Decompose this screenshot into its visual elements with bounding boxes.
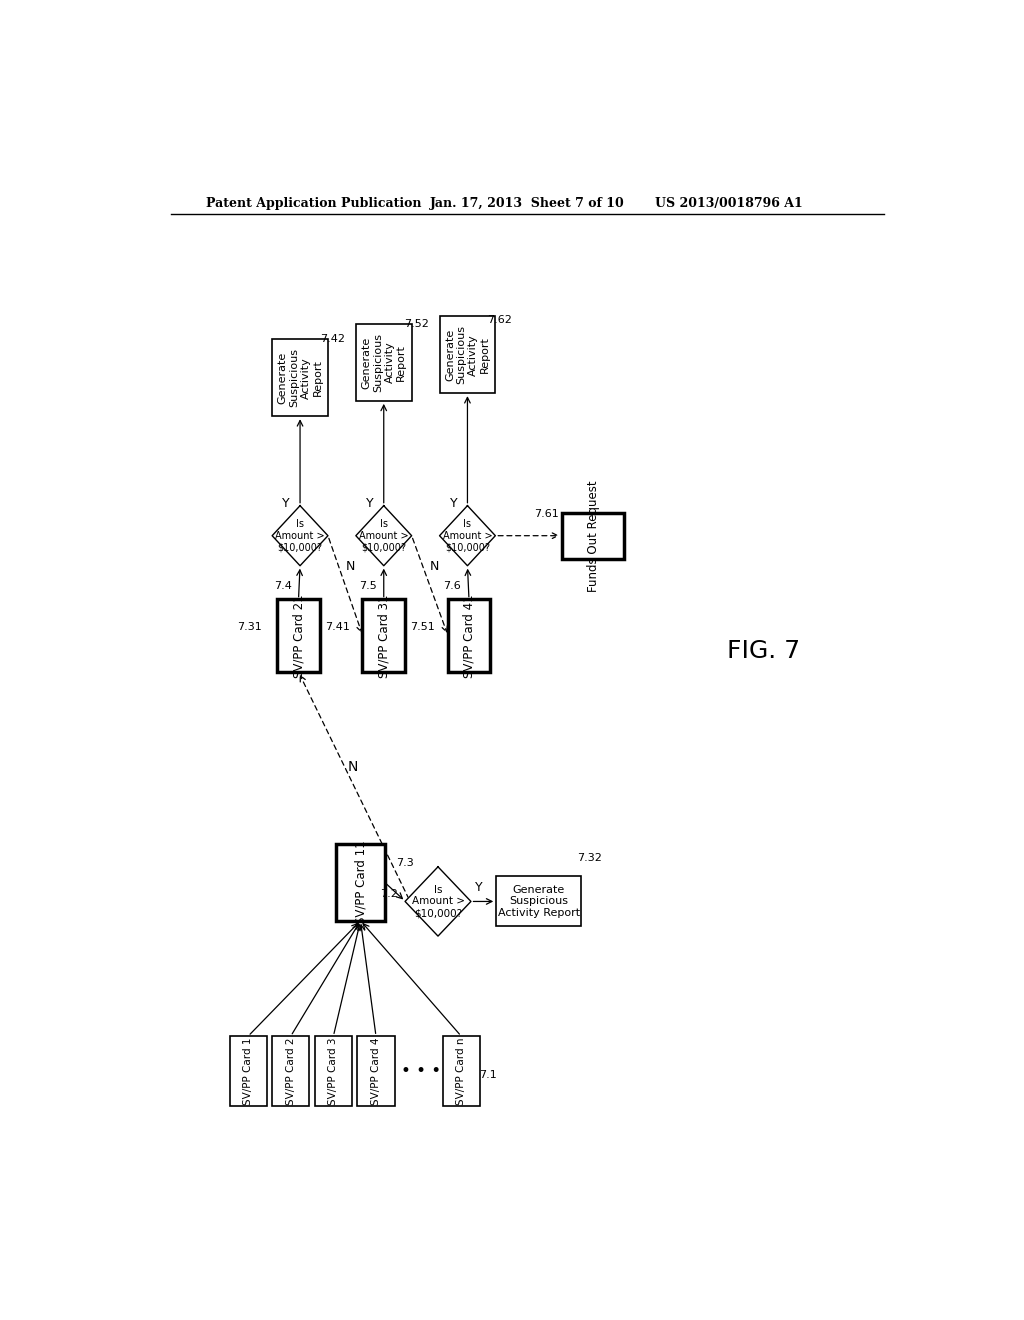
Text: Generate
Suspicious
Activity
Report: Generate Suspicious Activity Report bbox=[278, 348, 323, 408]
FancyBboxPatch shape bbox=[562, 512, 624, 558]
Text: Funds Out Request: Funds Out Request bbox=[587, 480, 599, 591]
Text: SV/PP Card 11: SV/PP Card 11 bbox=[354, 841, 367, 924]
Text: • • •: • • • bbox=[400, 1061, 441, 1080]
FancyBboxPatch shape bbox=[229, 1036, 266, 1106]
Text: Generate
Suspicious
Activity
Report: Generate Suspicious Activity Report bbox=[361, 333, 407, 392]
Text: Is
Amount >
$10,000?: Is Amount > $10,000? bbox=[359, 519, 409, 552]
Text: SV/PP Card 3: SV/PP Card 3 bbox=[329, 1038, 338, 1105]
FancyBboxPatch shape bbox=[362, 599, 406, 672]
Polygon shape bbox=[272, 506, 328, 566]
Text: 7.62: 7.62 bbox=[487, 315, 512, 325]
Text: SV/PP Card 41: SV/PP Card 41 bbox=[463, 594, 475, 677]
Text: Generate
Suspicious
Activity
Report: Generate Suspicious Activity Report bbox=[445, 325, 489, 384]
Text: Y: Y bbox=[283, 496, 290, 510]
FancyBboxPatch shape bbox=[356, 323, 412, 401]
FancyBboxPatch shape bbox=[496, 876, 582, 927]
Text: SV/PP Card n: SV/PP Card n bbox=[457, 1038, 466, 1105]
Text: FIG. 7: FIG. 7 bbox=[727, 639, 800, 663]
Text: 7.42: 7.42 bbox=[321, 334, 345, 345]
Text: SV/PP Card 2: SV/PP Card 2 bbox=[286, 1038, 296, 1105]
Text: Y: Y bbox=[366, 496, 374, 510]
Text: Jan. 17, 2013  Sheet 7 of 10: Jan. 17, 2013 Sheet 7 of 10 bbox=[430, 197, 625, 210]
Polygon shape bbox=[356, 506, 412, 566]
FancyBboxPatch shape bbox=[314, 1036, 352, 1106]
Text: Patent Application Publication: Patent Application Publication bbox=[206, 197, 421, 210]
FancyBboxPatch shape bbox=[357, 1036, 394, 1106]
Text: 7.1: 7.1 bbox=[479, 1069, 498, 1080]
Text: 7.4: 7.4 bbox=[274, 581, 292, 591]
Text: SV/PP Card 21: SV/PP Card 21 bbox=[292, 594, 305, 677]
Text: 7.5: 7.5 bbox=[359, 581, 377, 591]
Text: 7.2: 7.2 bbox=[380, 888, 398, 899]
Text: SV/PP Card 1: SV/PP Card 1 bbox=[243, 1038, 253, 1105]
Polygon shape bbox=[406, 867, 471, 936]
FancyBboxPatch shape bbox=[272, 339, 328, 416]
Text: SV/PP Card 31: SV/PP Card 31 bbox=[377, 594, 390, 677]
Polygon shape bbox=[439, 506, 496, 566]
FancyBboxPatch shape bbox=[272, 1036, 309, 1106]
Text: 7.51: 7.51 bbox=[411, 622, 435, 631]
Text: Y: Y bbox=[450, 496, 458, 510]
Text: SV/PP Card 4: SV/PP Card 4 bbox=[371, 1038, 381, 1105]
Text: 7.52: 7.52 bbox=[403, 319, 429, 329]
Text: 7.61: 7.61 bbox=[535, 510, 559, 519]
Text: 7.41: 7.41 bbox=[325, 622, 349, 631]
Text: 7.3: 7.3 bbox=[396, 858, 415, 869]
FancyBboxPatch shape bbox=[439, 317, 496, 393]
FancyBboxPatch shape bbox=[442, 1036, 480, 1106]
Text: Is
Amount >
$10,000?: Is Amount > $10,000? bbox=[442, 519, 493, 552]
Text: N: N bbox=[347, 760, 358, 774]
Text: N: N bbox=[429, 560, 439, 573]
Text: 7.31: 7.31 bbox=[238, 622, 262, 631]
Text: Generate
Suspicious
Activity Report: Generate Suspicious Activity Report bbox=[498, 884, 580, 917]
Text: Is
Amount >
$10,000?: Is Amount > $10,000? bbox=[412, 884, 465, 917]
FancyBboxPatch shape bbox=[447, 599, 490, 672]
Text: 7.6: 7.6 bbox=[443, 581, 461, 591]
Text: N: N bbox=[346, 560, 355, 573]
FancyBboxPatch shape bbox=[278, 599, 319, 672]
Text: 7.32: 7.32 bbox=[577, 853, 601, 862]
Text: Is
Amount >
$10,000?: Is Amount > $10,000? bbox=[275, 519, 325, 552]
Text: Y: Y bbox=[474, 880, 482, 894]
FancyBboxPatch shape bbox=[337, 843, 385, 921]
Text: US 2013/0018796 A1: US 2013/0018796 A1 bbox=[655, 197, 803, 210]
